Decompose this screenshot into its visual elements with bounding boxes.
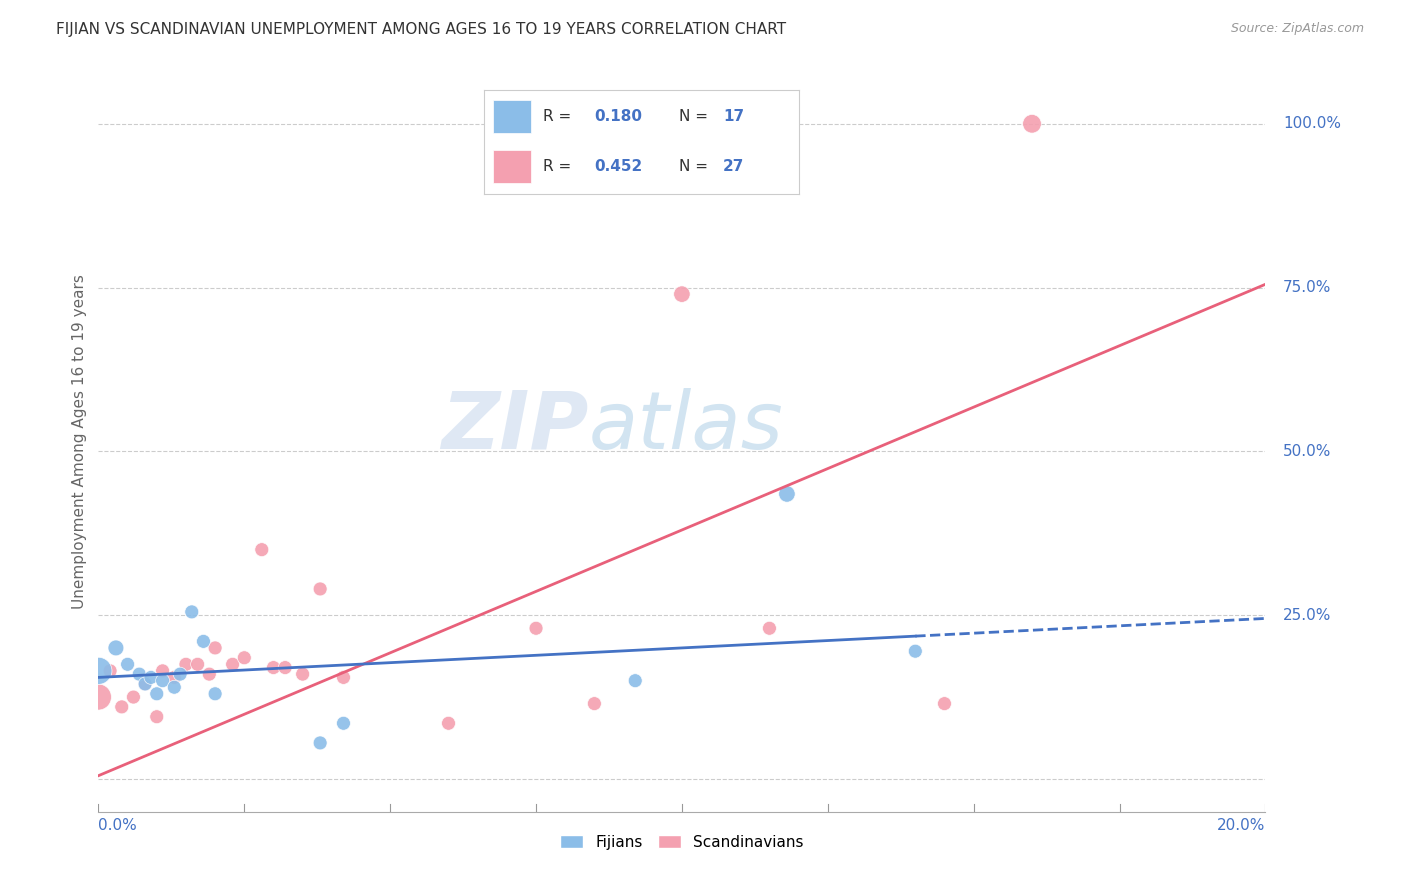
Point (163, 670, 186, 684)
Point (524, 621, 547, 635)
Point (98, 664, 121, 678)
Point (193, 634, 215, 648)
Text: atlas: atlas (589, 388, 783, 466)
Point (134, 677, 156, 691)
Point (221, 657, 243, 672)
Point (87, 664, 110, 678)
Point (583, 697, 606, 711)
Point (776, 487, 799, 501)
Text: 75.0%: 75.0% (1282, 280, 1331, 295)
Point (117, 657, 139, 672)
Point (437, 716, 460, 731)
Point (128, 667, 150, 681)
Point (309, 582, 332, 596)
Point (139, 670, 162, 684)
Y-axis label: Unemployment Among Ages 16 to 19 years: Unemployment Among Ages 16 to 19 years (72, 274, 87, 609)
Point (146, 687, 169, 701)
Point (152, 673, 174, 688)
Point (134, 677, 156, 691)
Point (332, 670, 354, 684)
Point (291, 667, 314, 681)
Point (174, 657, 197, 672)
Text: FIJIAN VS SCANDINAVIAN UNEMPLOYMENT AMONG AGES 16 TO 19 YEARS CORRELATION CHART: FIJIAN VS SCANDINAVIAN UNEMPLOYMENT AMON… (56, 22, 786, 37)
Point (262, 660, 284, 674)
Point (187, 657, 209, 672)
Point (624, 673, 647, 688)
Point (309, 736, 332, 750)
Point (904, 644, 927, 658)
Point (87, 690, 110, 704)
Point (152, 664, 174, 678)
Point (332, 716, 354, 731)
Text: 0.0%: 0.0% (98, 818, 138, 833)
Legend: Fijians, Scandinavians: Fijians, Scandinavians (554, 829, 810, 856)
Point (180, 605, 202, 619)
Point (1021, 117, 1043, 131)
Text: Source: ZipAtlas.com: Source: ZipAtlas.com (1230, 22, 1364, 36)
Point (758, 621, 780, 635)
Point (122, 690, 145, 704)
Point (111, 699, 134, 714)
Point (250, 542, 273, 557)
Text: 50.0%: 50.0% (1282, 444, 1331, 458)
Point (233, 650, 256, 665)
Text: 100.0%: 100.0% (1282, 116, 1341, 131)
Point (169, 667, 191, 681)
Point (198, 667, 221, 681)
Text: ZIP: ZIP (441, 388, 589, 466)
Point (934, 697, 956, 711)
Point (274, 660, 297, 674)
Point (671, 287, 693, 301)
Text: 25.0%: 25.0% (1282, 607, 1331, 623)
Point (104, 640, 127, 655)
Point (204, 640, 226, 655)
Point (146, 709, 169, 723)
Point (204, 687, 226, 701)
Point (163, 680, 186, 694)
Text: 20.0%: 20.0% (1218, 818, 1265, 833)
